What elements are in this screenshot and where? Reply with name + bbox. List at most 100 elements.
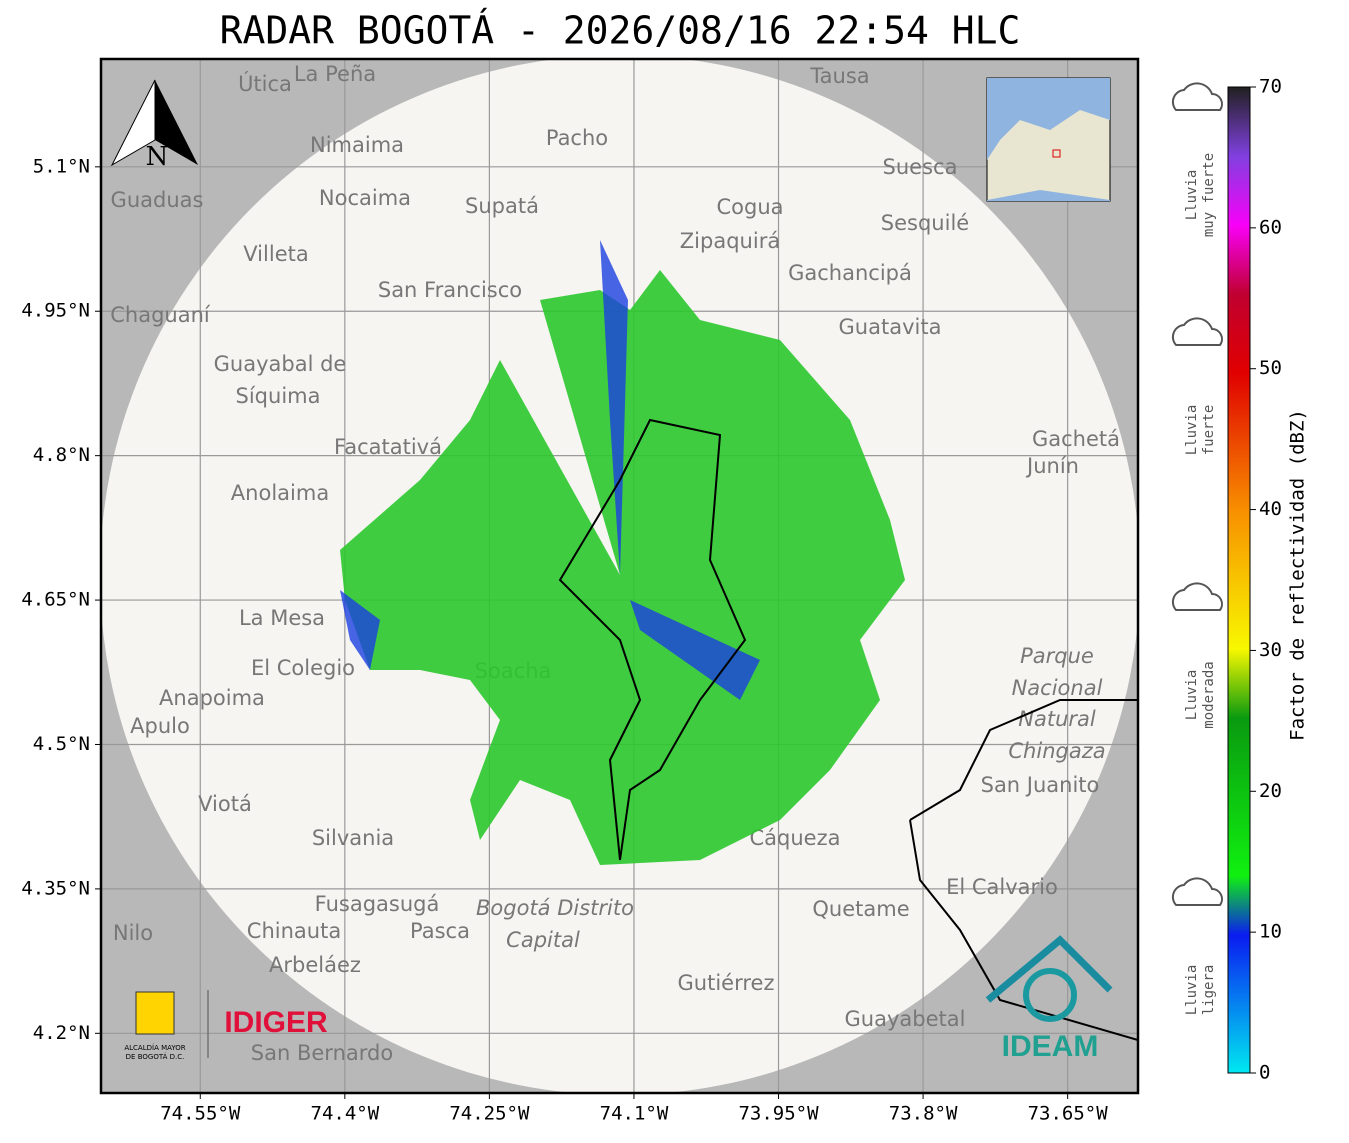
place-label: Villeta <box>243 242 308 266</box>
place-label: Nimaima <box>310 133 404 157</box>
legend-label: Lluvia <box>1184 965 1200 1016</box>
place-label: La Peña <box>294 62 376 86</box>
place-label: Natural <box>1018 707 1096 731</box>
place-label: Facatativá <box>334 435 442 459</box>
place-label: Chaguaní <box>110 303 211 327</box>
place-label: Guayabetal <box>845 1007 966 1031</box>
legend-label: muy fuerte <box>1201 153 1217 237</box>
place-label: Gachancipá <box>788 261 912 285</box>
lat-tick-label: 4.35°N <box>21 877 90 899</box>
place-label: Fusagasugá <box>315 892 440 916</box>
legend-item: Lluvia muy fuerte <box>1171 82 1223 237</box>
place-label: Guatavita <box>839 315 942 339</box>
idiger-logo: IDIGER <box>224 1006 328 1039</box>
legend-label: ligera <box>1201 965 1217 1016</box>
place-label: Nilo <box>113 921 153 945</box>
inset-sea <box>987 78 1110 201</box>
title: RADAR BOGOTÁ - 2026/08/16 22:54 HLC <box>220 9 1021 53</box>
place-label: San Francisco <box>378 278 522 302</box>
place-label: Supatá <box>465 194 539 218</box>
lon-tick-label: 74.55°W <box>160 1103 241 1125</box>
colorbar-tick-label: 50 <box>1259 357 1282 379</box>
lon-tick-label: 74.1°W <box>600 1103 669 1125</box>
inset-extent <box>1052 149 1061 158</box>
place-label: Junín <box>1025 454 1079 478</box>
colorbar-tick-label: 30 <box>1259 639 1282 661</box>
lon-tick-label: 73.65°W <box>1028 1103 1109 1125</box>
legend-item: Lluvia ligera <box>1171 877 1223 1016</box>
place-label: Arbeláez <box>269 953 361 977</box>
lat-tick-label: 4.5°N <box>33 733 90 755</box>
place-label: San Juanito <box>981 773 1100 797</box>
legend-label: Lluvia <box>1184 670 1200 721</box>
lon-tick-label: 74.25°W <box>449 1103 530 1125</box>
place-label: El Calvario <box>946 875 1058 899</box>
colorbar-tick-label: 60 <box>1259 216 1282 238</box>
cloud-icon <box>1171 582 1223 611</box>
place-label: Anapoima <box>159 686 265 710</box>
lat-tick-label: 5.1°N <box>33 155 90 177</box>
radar-echo-weak <box>340 240 760 700</box>
place-label: Anolaima <box>231 481 329 505</box>
north-label: N <box>146 142 169 172</box>
lat-tick-label: 4.95°N <box>21 300 90 322</box>
map: Útica La Peña Tausa Pacho Nimaima Suesca Guadu… <box>101 59 1138 1093</box>
lat-tick-label: 4.8°N <box>33 444 90 466</box>
radar-echo <box>340 270 905 865</box>
place-label: El Colegio <box>251 656 355 680</box>
place-label: Nacional <box>1012 676 1103 700</box>
legend-item: Lluvia moderada <box>1171 582 1223 729</box>
colorbar <box>1227 86 1251 1074</box>
legend-label: Lluvia <box>1184 405 1200 456</box>
district-border <box>558 418 747 861</box>
colorbar-tick-label: 20 <box>1259 780 1282 802</box>
place-label: Gachetá <box>1032 427 1120 451</box>
place-label: Guayabal de <box>214 352 347 376</box>
lon-tick-label: 73.8°W <box>889 1103 958 1125</box>
lat-tick-label: 4.65°N <box>21 589 90 611</box>
alcaldia-shield <box>135 991 175 1035</box>
place-label: Nocaima <box>319 186 411 210</box>
alcaldia-label: ALCALDÍA MAYOR <box>124 1043 185 1052</box>
place-label: Pacho <box>546 126 608 150</box>
place-label: Útica <box>238 71 292 96</box>
place-label: Apulo <box>130 714 190 738</box>
alcaldia-label: DE BOGOTÁ D.C. <box>126 1052 185 1061</box>
place-label: Viotá <box>198 792 252 816</box>
place-label: Tausa <box>809 64 869 88</box>
legend-item: Lluvia fuerte <box>1171 317 1223 456</box>
place-label: Bogotá Distrito <box>476 896 634 920</box>
map-frame <box>99 57 1140 1095</box>
cloud-icon <box>1171 877 1223 906</box>
place-label: Sesquilé <box>881 211 969 235</box>
place-label: Chingaza <box>1008 739 1105 763</box>
place-label: Suesca <box>883 155 958 179</box>
legend-label: moderada <box>1201 661 1217 728</box>
place-label: Zipaquirá <box>680 229 780 253</box>
place-label: Silvania <box>312 826 394 850</box>
colorbar-tick-label: 10 <box>1259 921 1282 943</box>
colorbar-tick-label: 70 <box>1259 76 1282 98</box>
lat-tick-label: 4.2°N <box>33 1022 90 1044</box>
place-label: Chinauta <box>247 919 341 943</box>
place-label: Capital <box>506 928 580 952</box>
colorbar-tick-label: 40 <box>1259 498 1282 520</box>
legend-label: fuerte <box>1201 405 1217 456</box>
ideam-roof <box>985 935 1113 1003</box>
cloud-icon <box>1171 317 1223 346</box>
department-border <box>909 699 1138 1041</box>
lon-tick-label: 73.95°W <box>738 1103 819 1125</box>
place-label: Parque <box>1020 644 1094 668</box>
place-label: Cáqueza <box>750 826 841 850</box>
colorbar-label: Factor de reflectividad (dBZ) <box>1287 409 1309 741</box>
place-label: Cogua <box>716 195 783 219</box>
legend-label: Lluvia <box>1184 170 1200 221</box>
colorbar-tick-label: 0 <box>1259 1062 1270 1084</box>
place-label: La Mesa <box>239 606 325 630</box>
ideam-logo: IDEAM <box>1002 1030 1099 1063</box>
place-label: Guaduas <box>111 188 204 212</box>
place-label: Síquima <box>236 384 321 408</box>
place-label: Quetame <box>812 897 909 921</box>
place-label: San Bernardo <box>251 1041 393 1065</box>
